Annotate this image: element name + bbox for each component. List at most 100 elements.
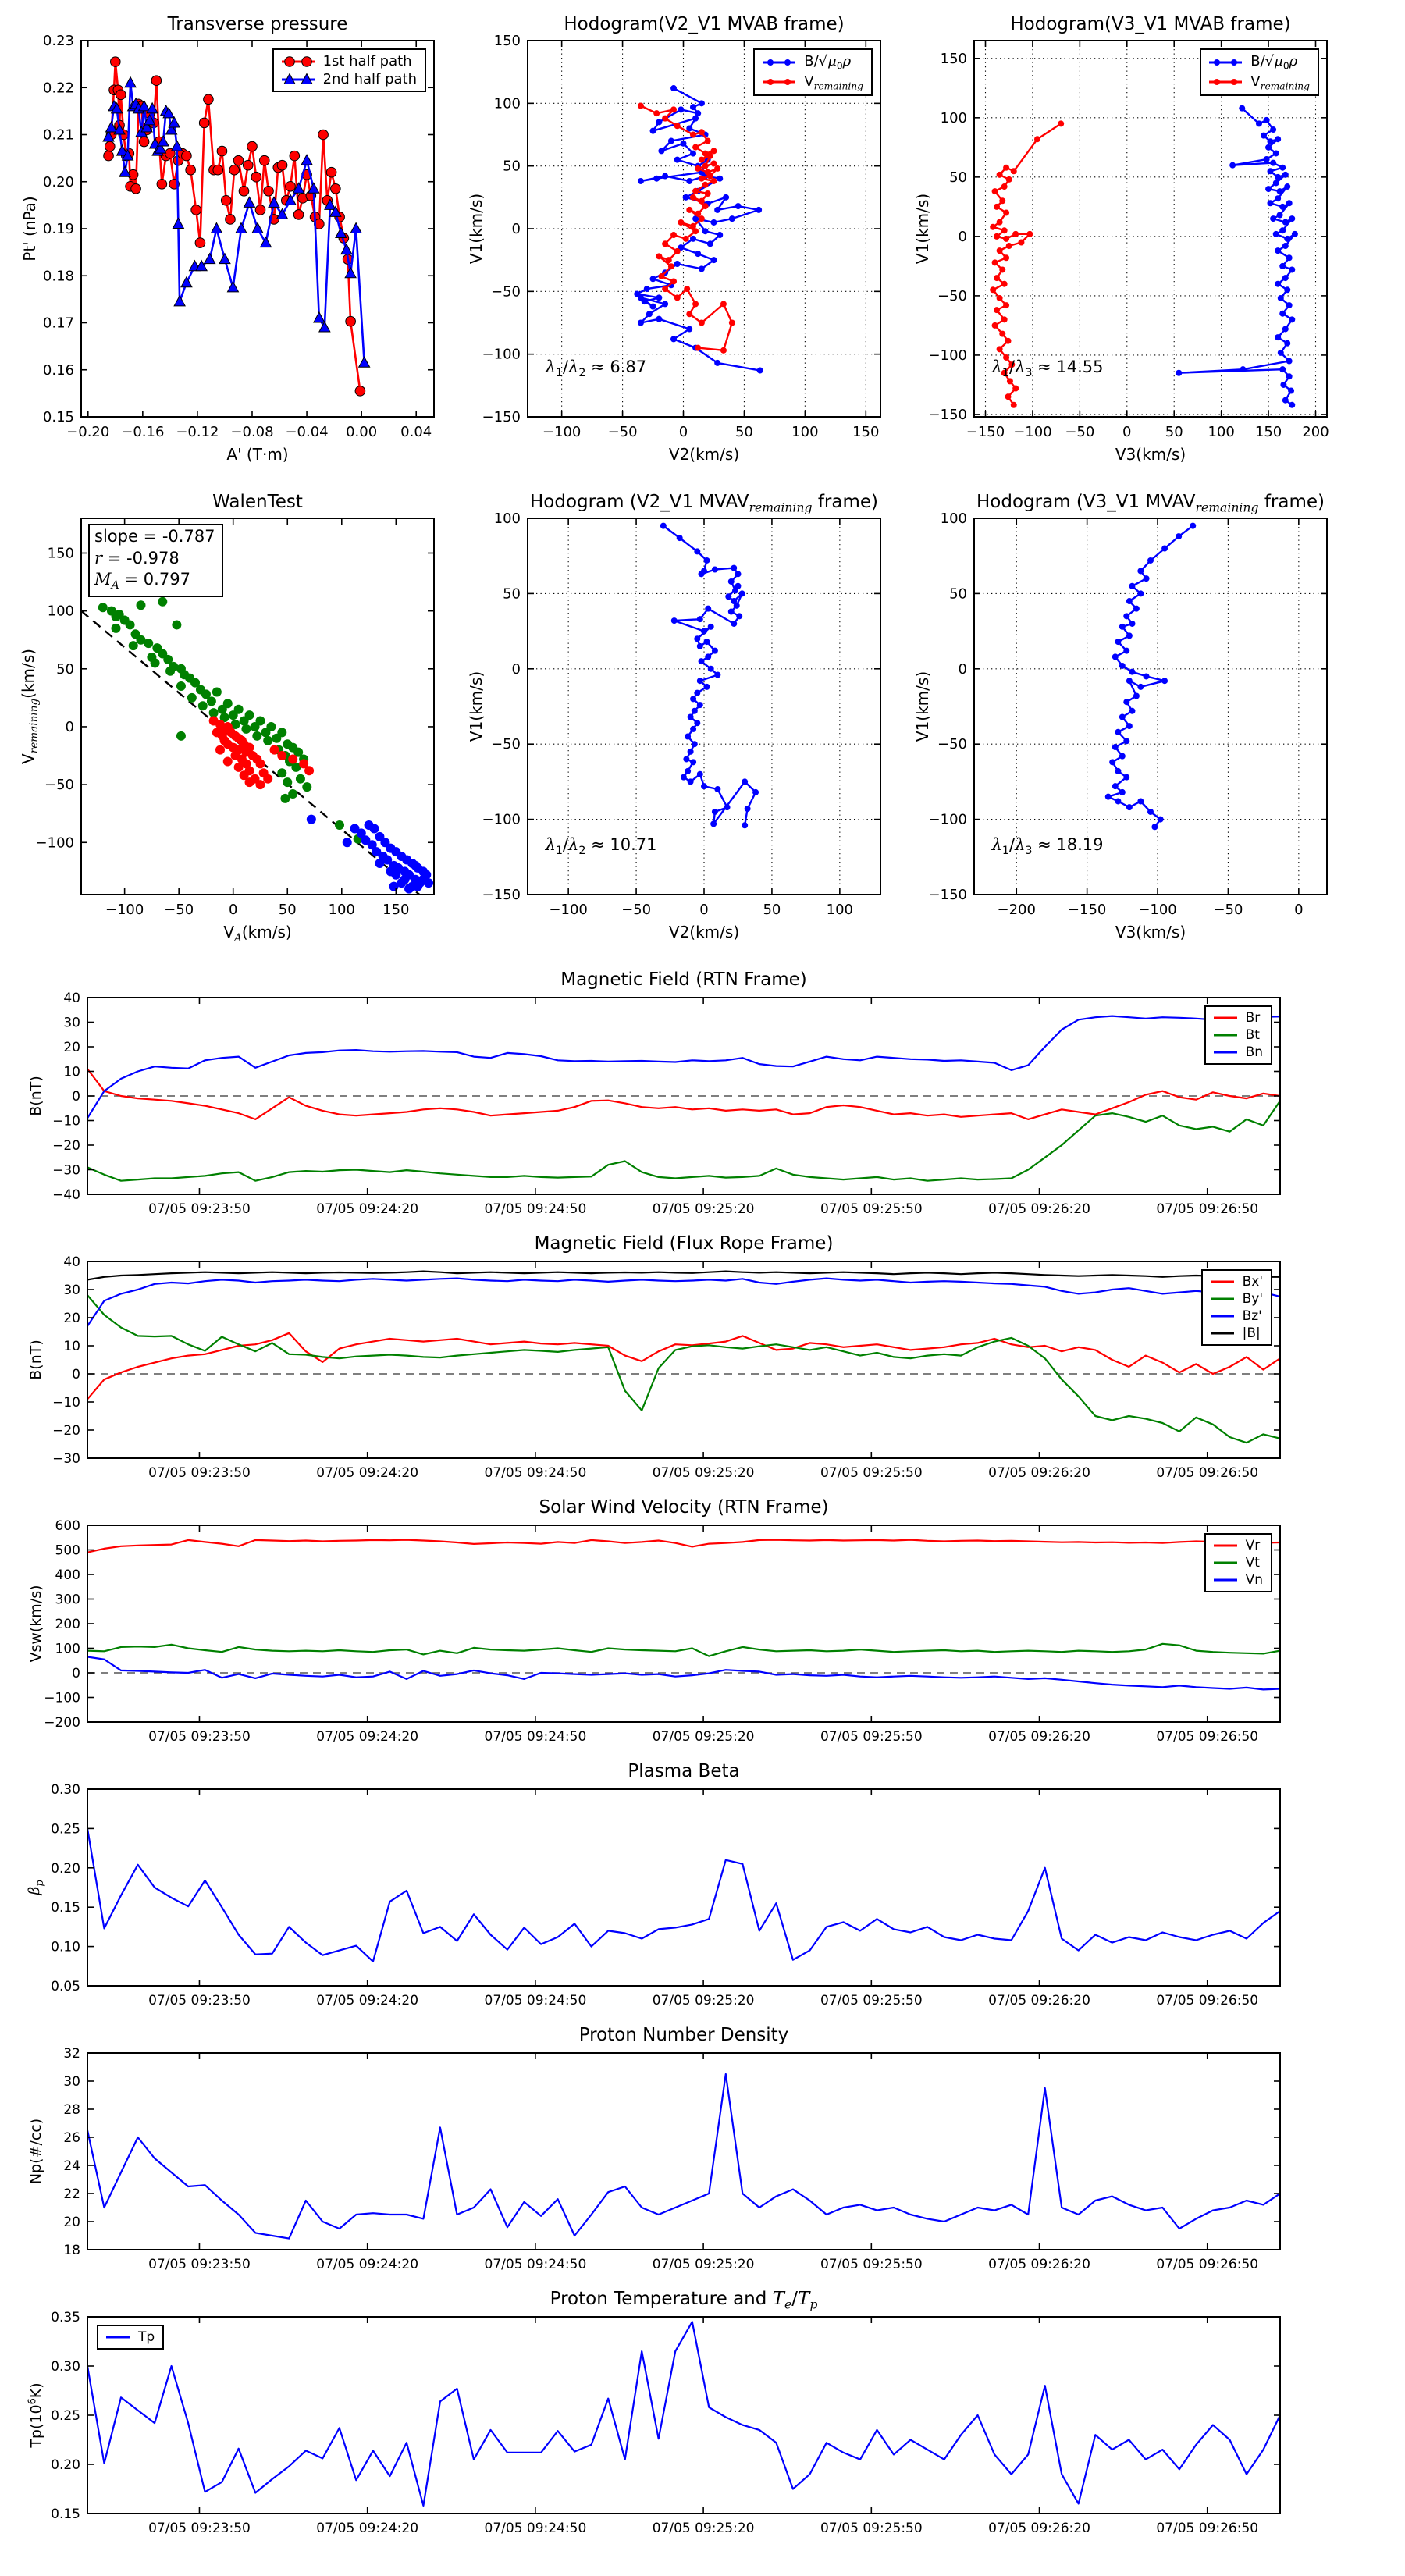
- data-point: [660, 522, 667, 529]
- y-tick-label: 0.19: [43, 221, 74, 237]
- data-point: [678, 219, 685, 226]
- x-axis-label: V3(km/s): [1115, 445, 1186, 464]
- x-tick-label: 07/05 09:26:20: [988, 2521, 1090, 2536]
- x-tick-label: 07/05 09:23:50: [148, 2257, 251, 2272]
- y-axis-label: Vsw(km/s): [27, 1585, 44, 1663]
- data-point: [701, 628, 707, 635]
- legend-sample-Br: [1213, 1016, 1237, 1019]
- data-point: [656, 253, 663, 260]
- data-point: [119, 165, 131, 177]
- series-Vr: [87, 1539, 1280, 1553]
- data-point: [991, 322, 998, 329]
- legend: Bx' By' Bz' |B|: [1200, 1269, 1272, 1346]
- data-point: [295, 774, 305, 784]
- data-point: [110, 101, 123, 114]
- data-point: [212, 164, 223, 176]
- data-point: [198, 117, 210, 129]
- data-point: [244, 742, 254, 753]
- data-point: [203, 252, 216, 265]
- legend-label: Br: [1245, 1010, 1261, 1026]
- plot-proton-number-density: 07/05 09:23:50 07/05 09:24:20 07/05 09:24:…: [63, 2046, 1281, 2272]
- plot-proton-temperature: 07/05 09:23:50 07/05 09:24:20 07/05 09:24:…: [51, 2310, 1281, 2536]
- data-point: [698, 156, 705, 163]
- data-point: [1279, 366, 1286, 373]
- y-tick-label: −100: [36, 834, 74, 851]
- data-point: [676, 535, 683, 542]
- data-point: [742, 778, 749, 785]
- data-point: [1282, 326, 1289, 333]
- data-point: [1033, 136, 1040, 143]
- data-point: [690, 696, 697, 703]
- data-point: [185, 164, 196, 176]
- x-tick-label: 150: [382, 902, 409, 918]
- data-point: [991, 259, 998, 266]
- x-tick-label: 07/05 09:26:20: [988, 1993, 1090, 2008]
- x-tick-label: 07/05 09:23:50: [148, 1729, 251, 1745]
- data-point: [413, 881, 423, 891]
- x-tick-label: 07/05 09:26:50: [1156, 1465, 1258, 1481]
- y-tick-label: 30: [63, 1283, 80, 1298]
- data-point: [288, 788, 298, 799]
- data-point: [1018, 239, 1025, 246]
- legend-item: Vr: [1211, 1538, 1263, 1553]
- data-point: [1126, 632, 1133, 639]
- data-point: [342, 838, 352, 848]
- data-point: [1115, 767, 1122, 774]
- y-tick-label: 20: [63, 1311, 80, 1326]
- data-point: [1003, 164, 1010, 171]
- data-point: [269, 745, 279, 755]
- data-point: [345, 315, 356, 327]
- y-tick-label: −40: [52, 1187, 80, 1203]
- data-point: [121, 149, 134, 161]
- series-Vt: [87, 1642, 1280, 1657]
- data-point: [682, 194, 689, 201]
- data-point: [662, 301, 669, 308]
- y-tick-label: 100: [48, 603, 74, 620]
- legend-label: Vr: [1245, 1538, 1261, 1553]
- data-point: [102, 130, 115, 142]
- data-point: [254, 205, 266, 215]
- legend-sample-B/\sqrt{*μ*_{0}*ρ*}: [763, 59, 796, 66]
- data-point: [994, 233, 1001, 240]
- data-point: [1267, 168, 1274, 175]
- data-point: [252, 731, 262, 741]
- data-point: [156, 178, 168, 190]
- data-point: [670, 278, 678, 285]
- data-point: [208, 708, 219, 718]
- y-tick-label: 0.20: [51, 1861, 80, 1877]
- y-tick-label: −10: [52, 1395, 80, 1411]
- plot-magnetic-field-rtn: 07/05 09:23:50 07/05 09:24:20 07/05 09:24:…: [52, 991, 1281, 1217]
- data-point: [162, 106, 175, 119]
- data-point: [382, 855, 393, 865]
- data-point: [731, 620, 738, 627]
- data-point: [670, 232, 678, 239]
- y-tick-label: 40: [63, 991, 80, 1006]
- data-point: [187, 692, 197, 703]
- chart-proton-number-density: 07/05 09:23:50 07/05 09:24:20 07/05 09:24:…: [0, 2023, 1405, 2287]
- data-point: [1119, 753, 1126, 760]
- data-point: [299, 759, 309, 769]
- data-point: [225, 214, 236, 225]
- x-tick-label: 07/05 09:24:20: [316, 2521, 418, 2536]
- data-point: [1123, 699, 1130, 706]
- data-point: [284, 194, 297, 205]
- data-point: [1119, 713, 1126, 720]
- data-point: [1239, 105, 1246, 112]
- data-point: [1119, 788, 1126, 795]
- data-point: [1275, 195, 1282, 202]
- data-point: [1270, 215, 1277, 222]
- legend-item: Vremaining: [760, 73, 863, 91]
- data-point: [691, 741, 698, 748]
- data-point: [241, 724, 251, 734]
- data-point: [710, 820, 717, 827]
- data-point: [658, 273, 665, 280]
- legend-item: Bt: [1211, 1027, 1263, 1043]
- legend-sample-Vn: [1213, 1578, 1237, 1582]
- y-tick-label: 0.15: [43, 409, 74, 425]
- series-Bx-prime: [87, 1332, 1280, 1400]
- x-tick-label: 07/05 09:26:50: [1156, 1201, 1258, 1217]
- data-point: [1129, 707, 1136, 714]
- y-tick-label: −100: [482, 812, 521, 828]
- x-tick-label: 07/05 09:25:50: [820, 1201, 923, 1217]
- data-point: [280, 793, 290, 803]
